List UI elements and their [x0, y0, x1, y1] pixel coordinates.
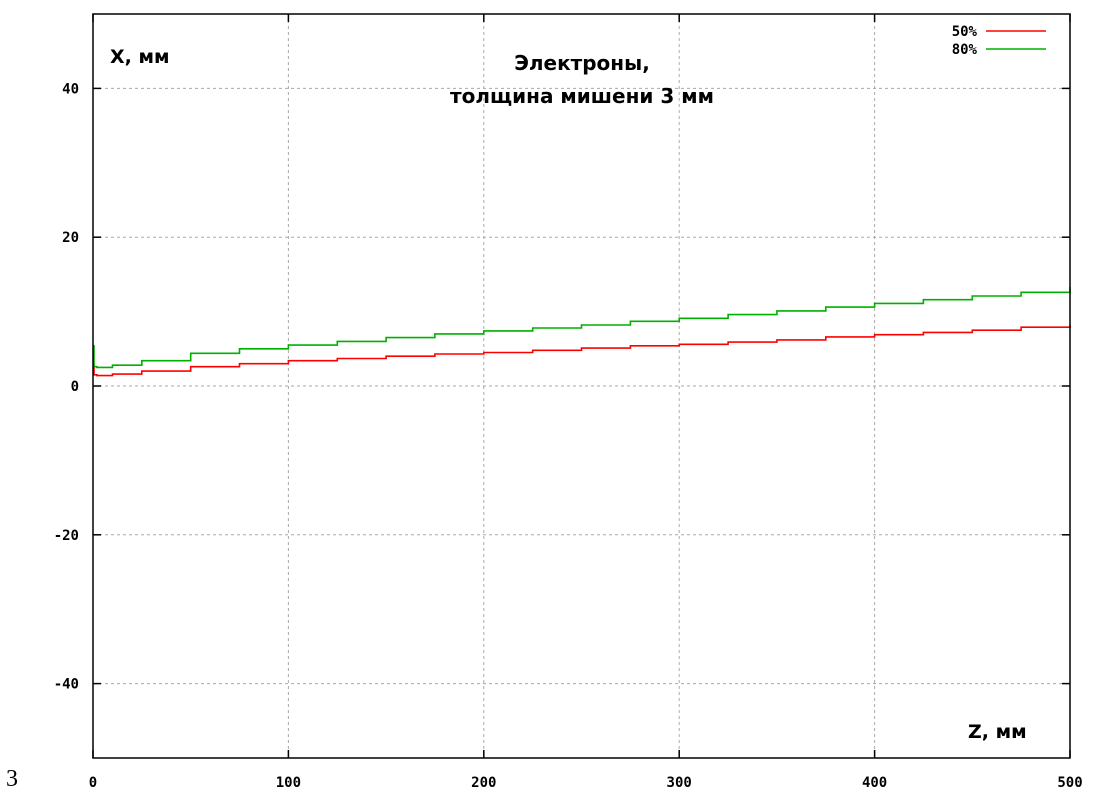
chart-title-line-1: Электроны, — [514, 51, 650, 75]
x-tick-label: 300 — [667, 775, 692, 791]
y-tick-label: 20 — [62, 230, 79, 246]
x-axis-title: Z, мм — [968, 721, 1027, 743]
ticks: 0 100 200 300 400 500 -40 -20 0 20 40 — [54, 14, 1083, 791]
chart-title-line-2: толщина мишени 3 мм — [450, 84, 714, 108]
x-tick-label: 400 — [862, 775, 887, 791]
x-tick-label: 500 — [1057, 775, 1082, 791]
legend-label-80: 80% — [952, 42, 978, 58]
grid — [93, 14, 1070, 758]
y-tick-label: -40 — [54, 677, 79, 693]
legend-label-50: 50% — [952, 24, 978, 40]
y-tick-label: 0 — [71, 379, 79, 395]
legend: 50% 80% — [952, 24, 1046, 58]
x-tick-label: 0 — [89, 775, 97, 791]
x-tick-label: 100 — [276, 775, 301, 791]
y-tick-label: -20 — [54, 528, 79, 544]
page-number: 3 — [6, 766, 18, 792]
series-layer — [93, 287, 1071, 377]
y-axis-title: X, мм — [110, 46, 170, 68]
series-line-80pct — [93, 287, 1071, 369]
x-tick-label: 200 — [471, 775, 496, 791]
y-tick-label: 40 — [62, 81, 79, 97]
series-line-50pct — [93, 325, 1071, 377]
